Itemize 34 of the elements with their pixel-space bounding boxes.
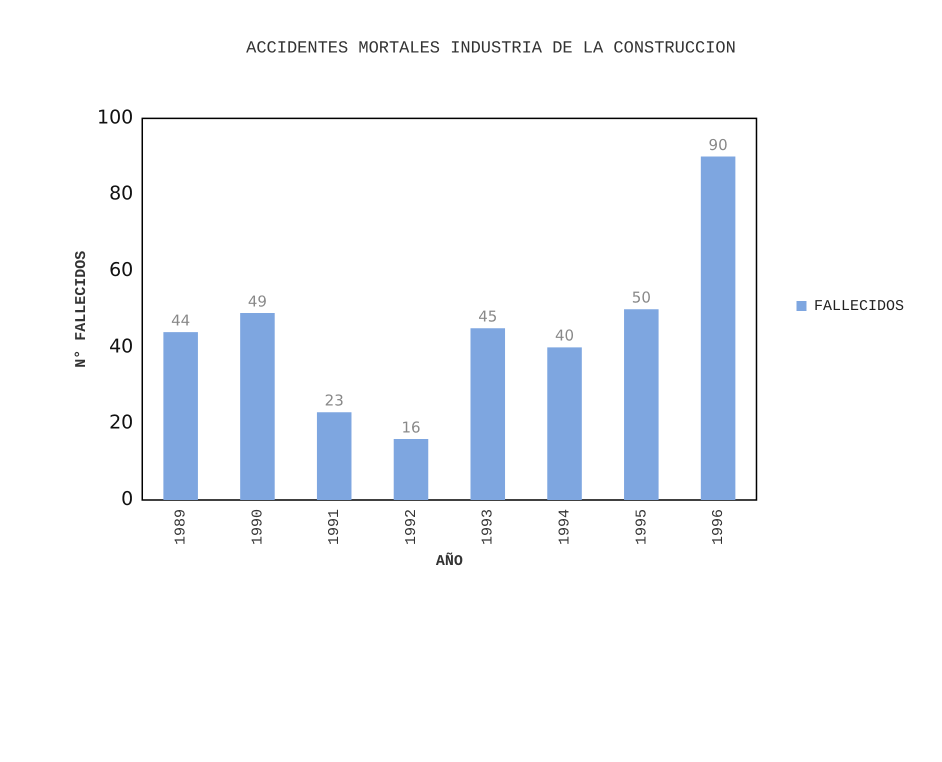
data-label: 49 bbox=[248, 292, 267, 310]
x-axis-title: AÑO bbox=[436, 552, 463, 570]
bar bbox=[240, 313, 275, 500]
x-tick-label: 1989 bbox=[172, 508, 190, 546]
data-label: 40 bbox=[554, 326, 574, 345]
bar bbox=[547, 347, 582, 500]
data-label: 50 bbox=[632, 288, 651, 307]
bar bbox=[700, 156, 736, 500]
y-tick-label: 0 bbox=[121, 488, 134, 510]
x-tick-label: 1992 bbox=[402, 508, 420, 546]
y-tick-label: 100 bbox=[97, 106, 134, 128]
bar bbox=[624, 309, 659, 500]
legend-label: FALLECIDOS bbox=[814, 298, 904, 315]
bar bbox=[316, 412, 352, 500]
data-label: 23 bbox=[324, 392, 344, 410]
x-tick-label: 1990 bbox=[249, 508, 266, 546]
y-tick-label: 60 bbox=[109, 258, 134, 281]
x-tick-label: 1991 bbox=[326, 508, 344, 546]
x-tick-label: 1996 bbox=[710, 508, 728, 546]
data-label: 45 bbox=[478, 308, 498, 326]
y-axis-title: N° FALLECIDOS bbox=[72, 250, 90, 368]
y-tick-label: 80 bbox=[109, 182, 134, 205]
bar bbox=[163, 332, 198, 500]
chart-title: ACCIDENTES MORTALES INDUSTRIA DE LA CONSTRUCCION bbox=[246, 40, 736, 59]
x-tick-label: 1994 bbox=[556, 508, 574, 546]
x-tick-label: 1995 bbox=[633, 508, 650, 546]
data-label: 16 bbox=[401, 418, 421, 436]
y-tick-label: 20 bbox=[109, 412, 134, 434]
x-tick-label: 1993 bbox=[480, 508, 497, 546]
bar bbox=[470, 328, 506, 500]
data-label: 90 bbox=[708, 136, 728, 154]
data-label: 44 bbox=[171, 311, 190, 330]
y-tick-label: 40 bbox=[109, 335, 134, 358]
bar bbox=[394, 438, 428, 500]
